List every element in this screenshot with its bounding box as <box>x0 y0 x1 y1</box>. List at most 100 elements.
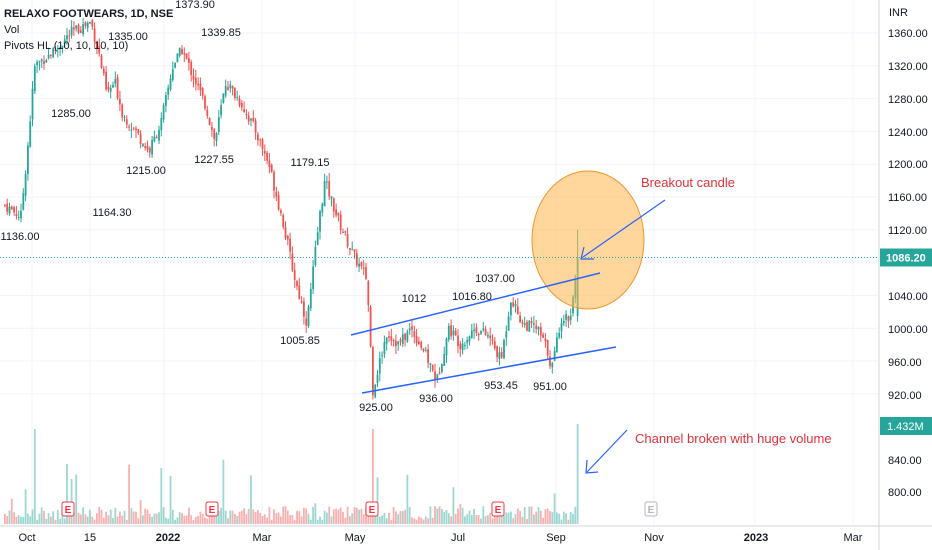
candle-body <box>516 306 519 315</box>
symbol-title[interactable]: RELAXO FOOTWEARS, 1D, NSE <box>4 8 174 20</box>
volume-bar <box>165 517 167 524</box>
volume-bar <box>206 518 209 524</box>
volume-bar <box>190 515 193 524</box>
volume-bar <box>464 516 466 524</box>
volume-bar <box>319 516 321 524</box>
time-axis[interactable]: Oct 15 2022 Mar May Jul Sep Nov 2023 Mar <box>18 532 862 544</box>
candle-body <box>293 270 296 280</box>
candle-body <box>484 329 487 335</box>
candle-body <box>470 330 473 338</box>
candle-body <box>27 145 29 174</box>
candle-body <box>337 213 340 216</box>
time-tick-label: Mar <box>844 532 863 544</box>
candle-body <box>365 267 367 279</box>
volume-bar <box>199 511 202 524</box>
candle-body <box>36 61 38 66</box>
volume-bar <box>84 514 87 524</box>
volume-bar <box>194 517 197 524</box>
candle-body <box>105 71 107 90</box>
candle-body <box>109 87 112 92</box>
volume-bar <box>43 510 45 524</box>
candle-body <box>254 120 257 133</box>
volume-bar <box>222 459 225 524</box>
volume-bar <box>480 518 482 524</box>
candle-body <box>369 307 372 347</box>
candle-body <box>135 128 137 131</box>
pivot-label: 1285.00 <box>51 108 91 120</box>
candle-body <box>116 77 119 99</box>
volume-bar <box>234 513 236 524</box>
earnings-marker[interactable]: E <box>491 501 505 517</box>
candle-body <box>29 121 32 147</box>
candle-body <box>521 322 524 324</box>
volume-bar <box>367 511 370 524</box>
volume-bar <box>314 503 317 524</box>
earnings-box <box>205 501 219 517</box>
candle-body <box>496 346 498 358</box>
volume-bar <box>261 515 264 524</box>
breakout-arrowhead <box>580 246 594 260</box>
candle-body <box>17 217 20 219</box>
indicator-pivots[interactable]: Pivots HL (10, 10, 10, 10) <box>4 40 129 52</box>
time-tick-label: 2023 <box>744 532 768 544</box>
volume-bar <box>208 511 211 524</box>
candle-body <box>291 253 294 271</box>
volume-bar <box>291 515 294 524</box>
candle-body <box>420 342 423 348</box>
candle-body <box>263 150 266 154</box>
volume-bar <box>284 506 287 524</box>
volume-bar <box>307 514 310 524</box>
volume-bar <box>420 517 423 524</box>
volume-bar <box>52 511 55 524</box>
candle-body <box>211 126 213 130</box>
candle-body <box>142 144 144 146</box>
candle-body <box>335 209 337 216</box>
earnings-marker[interactable]: E <box>61 501 75 517</box>
volume-bar <box>477 515 480 524</box>
candle-body <box>234 88 236 98</box>
candle-body <box>546 339 549 356</box>
candle-body <box>473 329 475 331</box>
pivot-label: 1012 <box>402 293 426 305</box>
volume-bar <box>326 512 328 524</box>
pivot-label: 1373.90 <box>175 0 215 11</box>
candle-body <box>383 341 386 355</box>
volume-bar <box>217 510 220 524</box>
earnings-marker[interactable]: E <box>205 501 219 517</box>
candle-body <box>38 61 41 63</box>
volume-bar <box>50 516 52 524</box>
indicator-vol[interactable]: Vol <box>4 24 20 36</box>
volume-bar <box>250 475 252 524</box>
volume-bar <box>98 506 101 524</box>
price-tick-label: 1000.00 <box>888 324 928 336</box>
earnings-marker[interactable]: E <box>644 501 658 517</box>
candle-body <box>165 95 167 106</box>
volume-bar <box>4 513 6 524</box>
volume-bar <box>406 474 409 524</box>
candle-body <box>443 354 446 366</box>
volume-bar <box>236 515 239 524</box>
candle-body <box>307 306 310 326</box>
candle-body <box>427 349 429 363</box>
volume-bar <box>503 515 505 524</box>
candle-body <box>96 42 98 49</box>
pivot-label: 953.45 <box>484 380 518 392</box>
volume-bar <box>116 516 119 524</box>
volume-bar <box>438 506 441 524</box>
candle-body <box>178 47 181 56</box>
volume-bar <box>365 507 367 524</box>
volume-bar <box>289 515 291 524</box>
price-axis[interactable]: INR 1360.00 1320.00 1280.00 1240.00 1200.00 11… <box>880 7 932 499</box>
volume-bar <box>10 498 13 524</box>
volume-bar <box>245 513 248 524</box>
candle-body <box>457 335 459 347</box>
volume-bar <box>539 510 542 524</box>
candle-body <box>208 118 211 125</box>
candle-body <box>40 59 43 62</box>
current-price-label: 1086.20 <box>886 253 926 265</box>
volume-bar <box>8 510 11 524</box>
candle-body <box>224 85 227 96</box>
earnings-marker[interactable]: E <box>365 501 379 517</box>
